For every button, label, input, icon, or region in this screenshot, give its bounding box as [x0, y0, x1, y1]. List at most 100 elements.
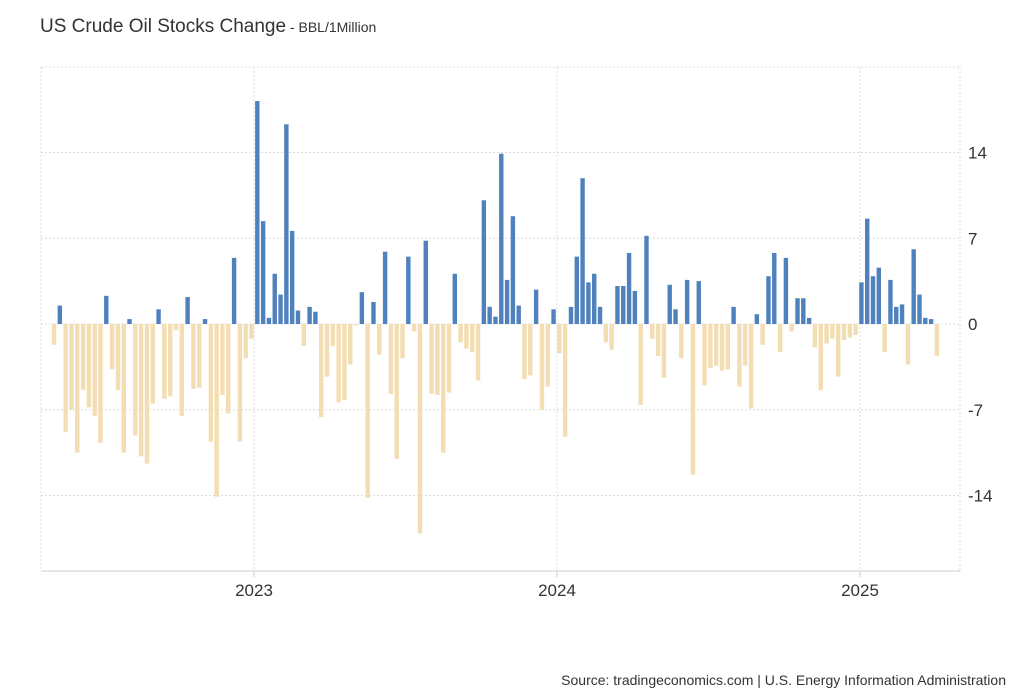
bar: [696, 281, 701, 325]
bar: [795, 298, 800, 324]
bar: [208, 324, 214, 442]
bar: [586, 282, 591, 324]
bar: [214, 324, 219, 497]
bar: [806, 317, 812, 325]
bar: [237, 324, 243, 442]
bar: [772, 252, 777, 324]
bar: [684, 279, 690, 324]
bar: [911, 249, 916, 324]
bar: [144, 324, 150, 464]
bar: [243, 324, 248, 359]
bar: [167, 324, 173, 397]
bar: [609, 324, 614, 350]
bar: [63, 324, 68, 432]
bar: [528, 324, 533, 376]
chart-canvas: 14 7 0 -7 -14 2023 2024 2025: [40, 66, 993, 600]
bar: [475, 324, 481, 381]
bar: [423, 240, 428, 324]
bar: [655, 324, 661, 356]
bar: [899, 304, 905, 324]
bar: [185, 297, 190, 324]
bar: [173, 324, 179, 331]
bar: [226, 324, 231, 414]
bar: [57, 305, 63, 325]
chart-title: US Crude Oil Stocks Change: [40, 16, 287, 37]
bar: [353, 324, 359, 326]
bar: [725, 324, 731, 370]
bar: [818, 324, 823, 391]
bar: [661, 324, 667, 378]
chart-unit: - BBL/1Million: [286, 19, 377, 35]
bar: [266, 317, 272, 325]
bar: [319, 324, 324, 418]
bar: [644, 235, 649, 324]
x-tick-label: 2025: [841, 581, 879, 600]
bar: [150, 324, 155, 404]
bar: [592, 273, 597, 324]
bar: [702, 324, 707, 386]
source-text: Source: tradingeconomics.com | U.S. Ener…: [561, 672, 1006, 688]
bar: [766, 276, 771, 324]
bar: [464, 324, 469, 349]
bar: [359, 292, 365, 324]
bar: [708, 324, 713, 369]
bar: [847, 324, 852, 338]
bar: [191, 324, 196, 389]
bar: [104, 295, 109, 324]
bar: [568, 306, 574, 324]
bar: [830, 324, 835, 339]
bar: [115, 324, 121, 391]
bar: [801, 298, 806, 324]
bar: [51, 324, 57, 345]
bar: [835, 324, 841, 377]
bar: [92, 324, 97, 416]
bar: [562, 324, 568, 437]
bar: [597, 306, 603, 324]
bar: [348, 324, 353, 365]
bar: [679, 324, 684, 359]
bar: [278, 294, 283, 324]
bar: [435, 324, 440, 396]
bar: [533, 289, 539, 324]
bar: [80, 324, 86, 391]
bar: [743, 324, 748, 366]
bar: [789, 324, 794, 332]
bar: [382, 251, 388, 324]
bar: [440, 324, 446, 453]
y-tick-label: 0: [968, 315, 977, 334]
bar: [249, 324, 254, 339]
bar: [330, 324, 336, 347]
bar: [870, 276, 876, 324]
bar: [783, 257, 789, 324]
bar: [923, 317, 928, 325]
bar: [754, 314, 760, 324]
bar: [272, 273, 277, 324]
bar: [650, 324, 655, 339]
bar: [522, 324, 527, 380]
bar: [313, 311, 318, 324]
bar: [220, 324, 225, 396]
y-axis: 14 7 0 -7 -14: [968, 144, 993, 506]
bar: [673, 309, 678, 324]
bar: [667, 284, 672, 324]
bar: [481, 200, 487, 324]
bar: [928, 319, 934, 324]
bar: [934, 324, 940, 356]
bar: [824, 324, 829, 344]
y-tick-label: 7: [968, 229, 977, 248]
bar: [324, 324, 330, 377]
bar: [452, 273, 458, 324]
bar: [499, 153, 504, 324]
bar: [411, 324, 417, 332]
bar: [621, 286, 626, 324]
bar: [865, 218, 870, 324]
bar: [75, 324, 80, 453]
bar: [156, 309, 161, 324]
bar: [557, 324, 562, 354]
bar: [882, 324, 887, 353]
x-tick-label: 2023: [235, 581, 273, 600]
y-tick-label: -7: [968, 401, 983, 420]
plot-border: [40, 66, 961, 572]
bar: [894, 306, 899, 324]
bar: [470, 324, 475, 353]
